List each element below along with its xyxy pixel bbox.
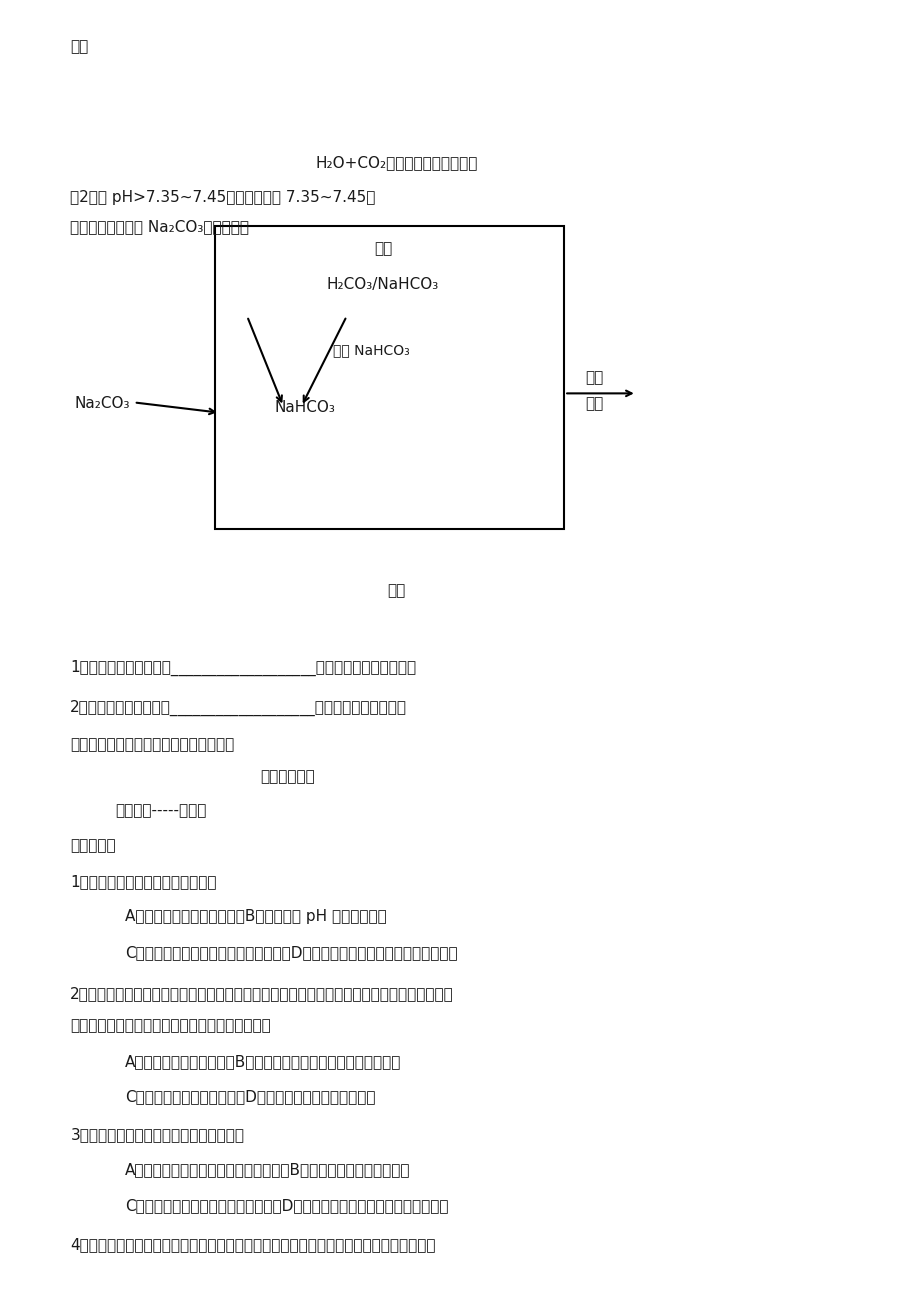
Text: 巩固练习：: 巩固练习： [70, 837, 116, 853]
Text: 4、组织液大量积累在组织间隙会导致组织水肿，下列各项不会引起组织水肿的是（　　）: 4、组织液大量积累在组织间隙会导致组织水肿，下列各项不会引起组织水肿的是（ ） [70, 1237, 436, 1253]
Text: 体外: 体外 [387, 583, 405, 598]
Text: H₂O+CO₂　　呼吸系统　　体外: H₂O+CO₂ 呼吸系统 体外 [314, 155, 477, 171]
Bar [215, 227, 563, 529]
Text: A、尿液和汗液的排出　　B、血液中二氧化碳浓度升高使呼吸加快: A、尿液和汗液的排出 B、血液中二氧化碳浓度升高使呼吸加快 [125, 1055, 401, 1069]
Text: A、机体的产热量与散热量保持相等　　B、机体的产热量大于散热量: A、机体的产热量与散热量保持相等 B、机体的产热量大于散热量 [125, 1163, 410, 1177]
Text: 血钙过高-----肌无力: 血钙过高-----肌无力 [116, 803, 207, 818]
Text: 过量 NaHCO₃: 过量 NaHCO₃ [333, 344, 410, 357]
Text: 如：血液中钙、磷降低：成年人，骨软化: 如：血液中钙、磷降低：成年人，骨软化 [70, 737, 234, 753]
Text: 2、稳态破坏会引起细胞___________________的紊乱，并导致疾病。: 2、稳态破坏会引起细胞___________________的紊乱，并导致疾病。 [70, 700, 407, 716]
Text: 泌尿: 泌尿 [584, 370, 603, 385]
Text: C、血液运输养料和废物　　D、食物残渣形成粪便排出体外: C、血液运输养料和废物 D、食物残渣形成粪便排出体外 [125, 1088, 375, 1104]
Text: 3、人的体温相对恒定，意味着　（　　）: 3、人的体温相对恒定，意味着 （ ） [70, 1128, 244, 1143]
Text: 儿童，佝偻病: 儿童，佝偻病 [260, 769, 315, 785]
Text: 1、稳态的生理意义是　　（　　）: 1、稳态的生理意义是 （ ） [70, 874, 217, 889]
Text: 乳酸: 乳酸 [70, 39, 88, 55]
Text: C、机体的产热量少于散热量　　　　D、机体的产热量与散热量保持动态平衡: C、机体的产热量少于散热量 D、机体的产热量与散热量保持动态平衡 [125, 1198, 448, 1213]
Text: Na₂CO₃: Na₂CO₃ [74, 396, 130, 411]
Text: 1、稳态为机体细胞内的___________________的正常进行创造的条件。: 1、稳态为机体细胞内的___________________的正常进行创造的条件… [70, 660, 416, 676]
Text: 系统: 系统 [584, 396, 603, 411]
Text: 例：当食物中大量 Na₂CO₃进入血液时: 例：当食物中大量 Na₂CO₃进入血液时 [70, 220, 249, 234]
Text: C、使内环境的渗透压处于相对平衡　　D、是机体进行正常生命活动的必要条件: C、使内环境的渗透压处于相对平衡 D、是机体进行正常生命活动的必要条件 [125, 945, 457, 960]
Text: （2）当 pH>7.35~7.45，如何恢复到 7.35~7.45？: （2）当 pH>7.35~7.45，如何恢复到 7.35~7.45？ [70, 190, 375, 204]
Text: H₂CO₃/NaHCO₃: H₂CO₃/NaHCO₃ [326, 277, 438, 293]
Text: 血液: 血液 [373, 241, 391, 256]
Text: A、使体温维持相对恒定　　B、使体液的 pH 保持相对稳定: A、使体温维持相对恒定 B、使体液的 pH 保持相对稳定 [125, 909, 386, 923]
Text: 中，与内环境的相对稳定无直接关系的是（　　）: 中，与内环境的相对稳定无直接关系的是（ ） [70, 1018, 271, 1032]
Text: NaHCO₃: NaHCO₃ [274, 400, 335, 415]
Text: 2、人体内环境必须保持相对稳定状态，才能保证组织细胞正常的生命活动，下列各项生理活动: 2、人体内环境必须保持相对稳定状态，才能保证组织细胞正常的生命活动，下列各项生理… [70, 986, 454, 1001]
